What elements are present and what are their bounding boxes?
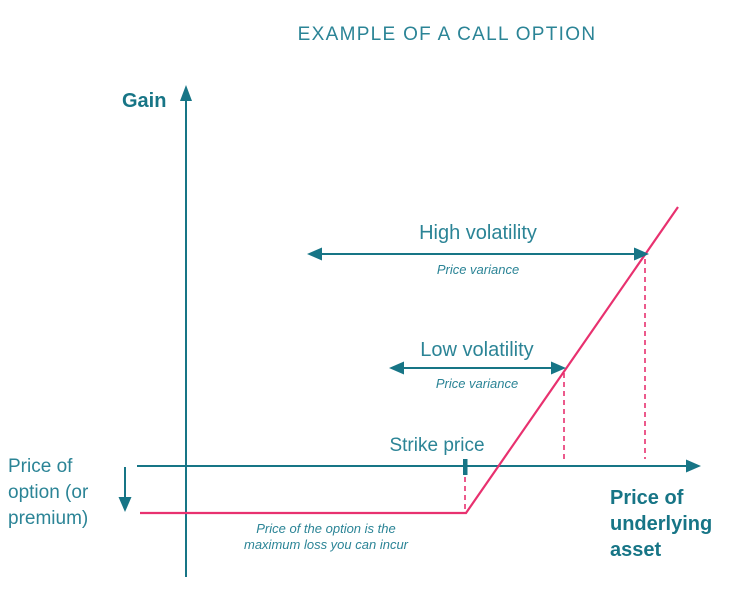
x-axis-label: Price of underlying asset bbox=[610, 487, 713, 561]
max-loss-note: Price of the option is the maximum loss … bbox=[244, 521, 408, 552]
y-axis-label: Gain bbox=[122, 90, 167, 112]
low-volatility-left-arrowhead-icon bbox=[389, 361, 404, 375]
high-volatility-right-arrowhead-icon bbox=[634, 247, 649, 261]
premium-label: Price of option (or premium) bbox=[8, 456, 89, 529]
low-volatility-sublabel: Price variance bbox=[435, 376, 519, 391]
y-axis-arrowhead-icon bbox=[180, 85, 192, 101]
high-volatility-label: High volatility bbox=[419, 222, 537, 244]
strike-price-tick bbox=[463, 459, 468, 475]
high-volatility-left-arrowhead-icon bbox=[307, 247, 322, 261]
strike-price-label: Strike price bbox=[389, 435, 485, 456]
high-volatility-sublabel: Price variance bbox=[436, 262, 520, 277]
x-axis-arrowhead-icon bbox=[686, 459, 701, 473]
low-volatility-label: Low volatility bbox=[420, 339, 534, 361]
premium-drop-arrowhead-icon bbox=[118, 497, 132, 512]
diagram-title: EXAMPLE OF A CALL OPTION bbox=[297, 24, 597, 45]
low-volatility-right-arrowhead-icon bbox=[551, 361, 566, 375]
payoff-line bbox=[140, 206, 679, 515]
